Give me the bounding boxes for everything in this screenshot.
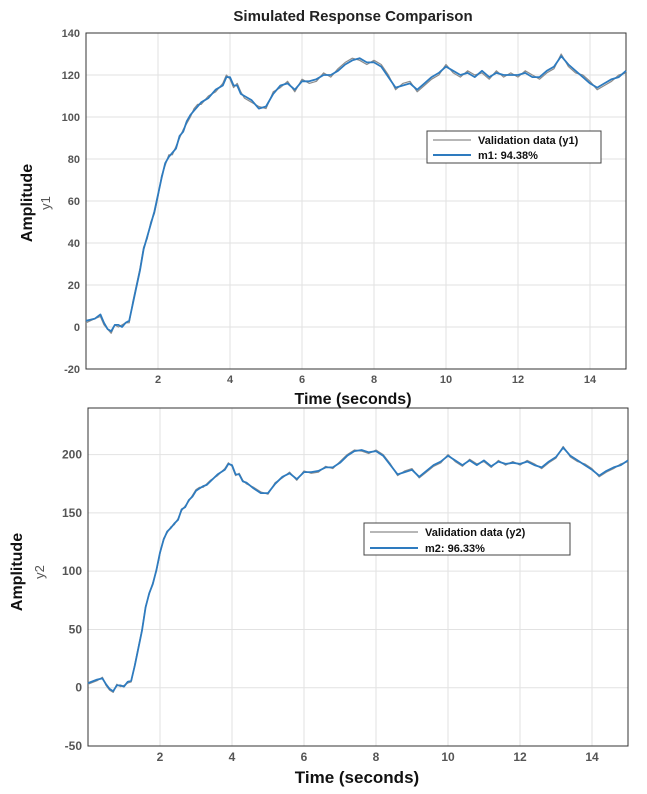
x-tick-label-y1: 8 bbox=[371, 374, 377, 386]
y-tick-label-y2: 50 bbox=[69, 622, 83, 636]
y-tick-label-y1: 80 bbox=[68, 154, 80, 166]
x-axis-label-y2: Time (seconds) bbox=[295, 768, 419, 787]
model-line-y1 bbox=[85, 55, 627, 333]
tick-labels-y1: 2 4 6 8 10 12 14 -20 0 20 40 60 80 100 120 140 bbox=[62, 28, 597, 386]
x-tick-label-y1: 12 bbox=[512, 374, 524, 386]
x-tick-label-y2: 8 bbox=[373, 750, 380, 764]
x-tick-label-y2: 10 bbox=[441, 750, 455, 764]
y-tick-label-y1: 120 bbox=[62, 70, 80, 82]
x-axis-label-y1: Time (seconds) bbox=[294, 391, 411, 408]
series-group-y1 bbox=[85, 53, 627, 334]
grid-y2 bbox=[88, 408, 628, 746]
y-tick-label-y2: 0 bbox=[75, 681, 82, 695]
x-tick-label-y2: 12 bbox=[513, 750, 527, 764]
y-tick-label-y1: -20 bbox=[64, 364, 80, 376]
y-tick-label-y1: 100 bbox=[62, 112, 80, 124]
y-tick-label-y2: 150 bbox=[62, 506, 82, 520]
x-tick-label-y1: 14 bbox=[584, 374, 597, 386]
axes-y2: 2 4 6 8 10 12 14 -50 0 50 100 150 200 Amplitude y2 T… bbox=[9, 407, 629, 787]
x-tick-label-y2: 6 bbox=[301, 750, 308, 764]
y-tick-label-y1: 20 bbox=[68, 280, 80, 292]
x-tick-label-y1: 10 bbox=[440, 374, 452, 386]
y-axis-label-y2: Amplitude bbox=[9, 533, 26, 611]
y-axis-label-y1: Amplitude bbox=[19, 164, 36, 242]
x-tick-label-y1: 6 bbox=[299, 374, 305, 386]
x-tick-label-y2: 4 bbox=[229, 750, 236, 764]
plot-area-y1 bbox=[85, 32, 627, 370]
legend-entry-model-y1: m1: 94.38% bbox=[478, 150, 538, 162]
y-tick-label-y1: 60 bbox=[68, 196, 80, 208]
model-line-y2 bbox=[87, 446, 629, 693]
y-tick-label-y2: 100 bbox=[62, 564, 82, 578]
y-axis-sublabel-y2: y2 bbox=[32, 565, 47, 579]
validation-data-line-y2 bbox=[87, 445, 629, 694]
x-tick-label-y1: 2 bbox=[155, 374, 161, 386]
y-tick-label-y1: 140 bbox=[62, 28, 80, 40]
validation-data-line-y1 bbox=[85, 53, 627, 334]
y-tick-label-y1: 40 bbox=[68, 238, 80, 250]
y-tick-label-y2: -50 bbox=[65, 739, 83, 753]
y-tick-label-y1: 0 bbox=[74, 322, 80, 334]
y-axis-sublabel-y1: y1 bbox=[38, 196, 53, 210]
x-tick-label-y1: 4 bbox=[227, 374, 234, 386]
x-tick-label-y2: 2 bbox=[157, 750, 164, 764]
plot-area-y2 bbox=[87, 407, 629, 747]
legend-entry-model-y2: m2: 96.33% bbox=[425, 543, 485, 555]
axes-y1: 2 4 6 8 10 12 14 -20 0 20 40 60 80 100 120 140 Amplitud… bbox=[19, 28, 627, 408]
legend-entry-validation-y2: Validation data (y2) bbox=[425, 527, 526, 539]
legend-y1: Validation data (y1) m1: 94.38% bbox=[426, 130, 602, 164]
legend-box-y1 bbox=[426, 130, 602, 164]
grid-y1 bbox=[86, 33, 626, 369]
legend-y2: Validation data (y2) m2: 96.33% bbox=[363, 522, 571, 556]
x-tick-label-y2: 14 bbox=[585, 750, 599, 764]
tick-labels-y2: 2 4 6 8 10 12 14 -50 0 50 100 150 200 bbox=[62, 448, 599, 764]
legend-box-y2 bbox=[363, 522, 571, 556]
legend-entry-validation-y1: Validation data (y1) bbox=[478, 135, 579, 147]
series-group-y2 bbox=[87, 445, 629, 694]
y-tick-label-y2: 200 bbox=[62, 448, 82, 462]
figure-title: Simulated Response Comparison bbox=[233, 8, 472, 25]
